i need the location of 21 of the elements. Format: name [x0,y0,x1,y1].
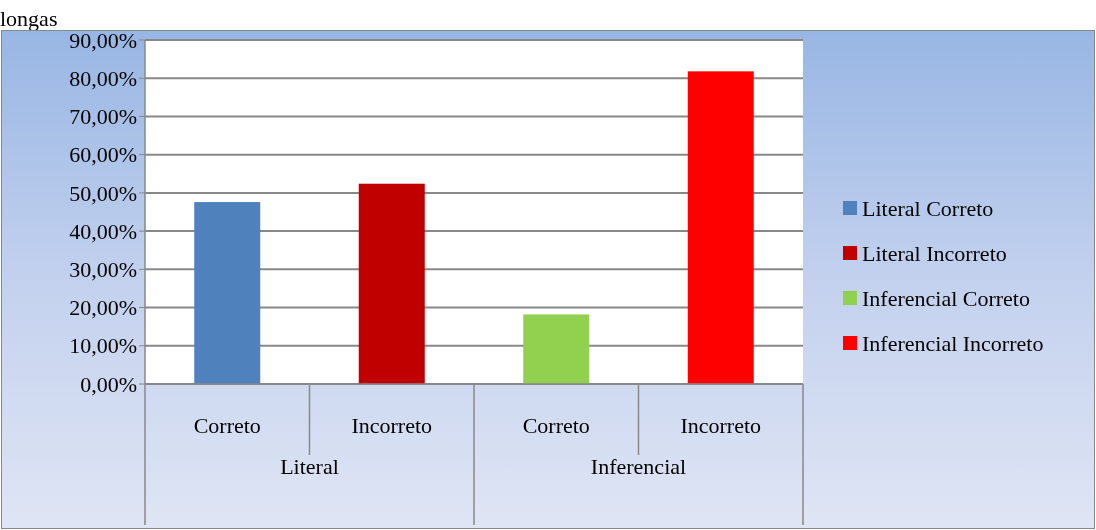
legend-label: Literal Correto [862,195,994,221]
legend-label: Inferencial Correto [862,285,1030,311]
y-tick-label: 10,00% [69,333,137,359]
legend-label: Inferencial Incorreto [862,330,1044,356]
x-tick-label: Correto [522,412,590,438]
y-tick-label: 80,00% [69,65,137,91]
y-tick-label: 30,00% [69,257,137,283]
y-tick-label: 60,00% [69,142,137,168]
text: longas [0,6,58,31]
x-tick-label: Incorreto [680,412,762,438]
y-tick-label: 90,00% [69,27,137,53]
legend-label: Literal Incorreto [862,240,1007,266]
text: Literal [280,453,339,479]
y-tick-label: 50,00% [69,180,137,206]
y-tick-label: 70,00% [69,104,137,130]
x-tick-label: Correto [193,412,261,438]
x-tick-label: Incorreto [351,412,433,438]
y-tick-label: 40,00% [69,218,137,244]
y-tick-label: 0,00% [80,371,137,397]
text: Inferencial [590,453,687,479]
y-tick-label: 20,00% [69,295,137,321]
